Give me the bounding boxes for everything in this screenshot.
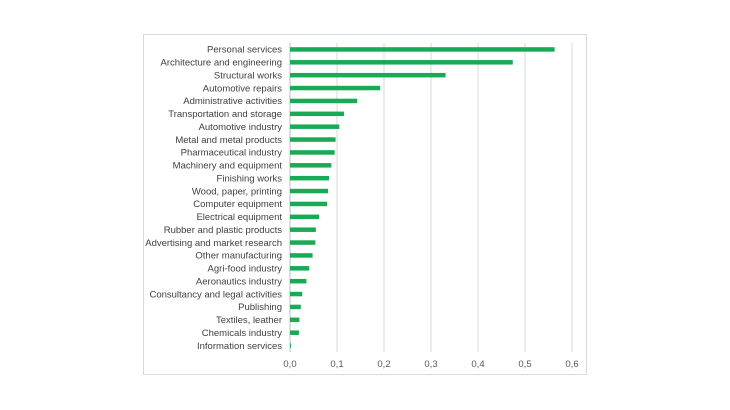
- bar: [290, 47, 555, 52]
- bar: [290, 175, 330, 181]
- category-label: Rubber and plastic products: [164, 225, 283, 236]
- bar: [290, 253, 313, 258]
- category-label: Machinery and equipment: [173, 161, 283, 172]
- x-tick-label: 0,2: [377, 359, 390, 370]
- bar: [290, 214, 320, 220]
- category-label: Automotive industry: [199, 122, 283, 133]
- category-label: Publishing: [238, 302, 282, 313]
- gridlines: [336, 43, 573, 352]
- bar: [290, 227, 316, 232]
- category-label: Consultancy and legal activities: [149, 289, 282, 300]
- x-tick-label: 0,6: [565, 359, 578, 370]
- bar: [290, 188, 329, 194]
- category-label: Metal and metal products: [175, 135, 282, 146]
- x-tick-label: 0,0: [283, 359, 296, 370]
- bar: [290, 60, 513, 65]
- bar: [290, 124, 340, 129]
- bar: [290, 330, 299, 335]
- bar: [290, 137, 336, 142]
- bar: [290, 240, 316, 245]
- bar: [290, 304, 301, 310]
- category-label: Structural works: [214, 70, 282, 81]
- category-label: Advertising and market research: [145, 238, 282, 249]
- x-tick-labels: 0,0 0,1 0,2 0,3 0,4 0,5 0,6: [283, 359, 578, 370]
- bar: [290, 85, 381, 91]
- bar: [290, 201, 328, 207]
- x-tick-label: 0,4: [471, 359, 484, 370]
- bar: [290, 98, 358, 104]
- category-labels: Personal services Architecture and engine…: [145, 45, 282, 352]
- x-tick-label: 0,3: [424, 359, 437, 370]
- category-label: Automotive repairs: [203, 83, 282, 94]
- bars: [290, 47, 555, 348]
- bar: [290, 278, 307, 284]
- bar: [290, 343, 291, 348]
- category-label: Aeronautics industry: [196, 276, 282, 287]
- bar: [290, 291, 303, 297]
- bar: [290, 317, 300, 323]
- bar: [290, 266, 310, 271]
- category-label: Personal services: [207, 45, 282, 56]
- category-label: Finishing works: [217, 173, 283, 184]
- category-label: Agri-food industry: [208, 264, 283, 275]
- category-label: Computer equipment: [193, 199, 282, 210]
- category-label: Transportation and storage: [168, 109, 282, 120]
- category-label: Pharmaceutical industry: [181, 148, 283, 159]
- category-label: Electrical equipment: [196, 212, 282, 223]
- category-label: Other manufacturing: [195, 251, 282, 262]
- category-label: Wood, paper, printing: [192, 186, 282, 197]
- category-label: Information services: [197, 341, 282, 352]
- bar: [290, 163, 332, 168]
- bar: [290, 150, 335, 155]
- x-tick-label: 0,1: [330, 359, 343, 370]
- category-label: Chemicals industry: [202, 328, 282, 339]
- bar-chart: Personal services Architecture and engine…: [145, 43, 579, 370]
- category-label: Architecture and engineering: [161, 58, 282, 69]
- bar: [290, 72, 446, 78]
- category-label: Textiles, leather: [216, 315, 282, 326]
- x-tick-label: 0,5: [518, 359, 531, 370]
- category-label: Administrative activities: [183, 96, 282, 107]
- chart-frame: Personal services Architecture and engine…: [143, 34, 587, 375]
- bar: [290, 111, 345, 117]
